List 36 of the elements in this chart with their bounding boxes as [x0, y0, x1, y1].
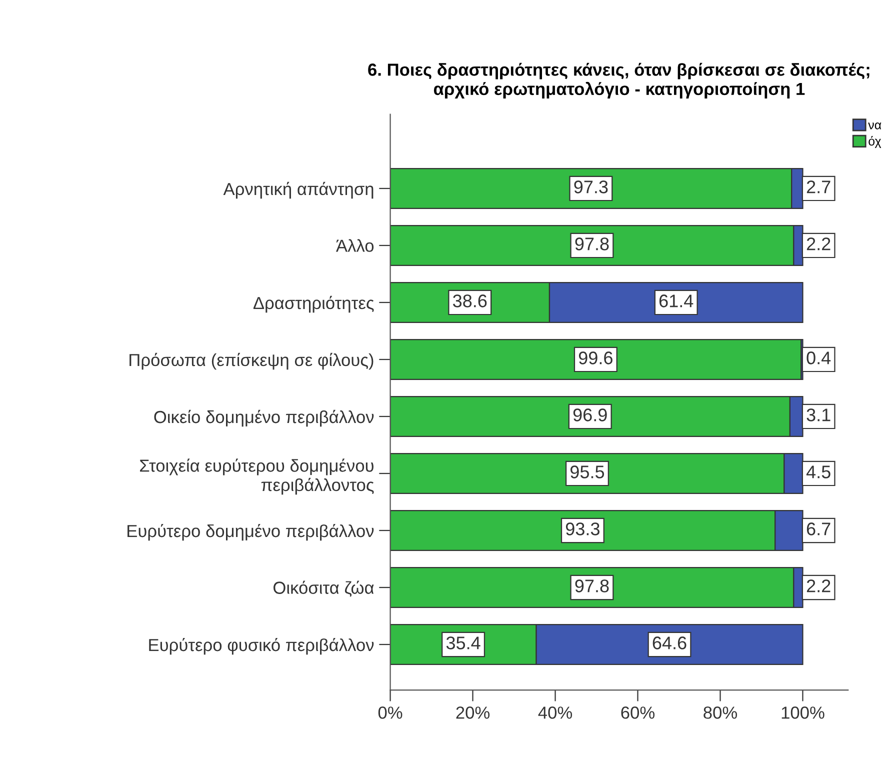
- y-tick-label: Άλλο: [336, 239, 374, 252]
- chart-title: 6. Ποιες δραστηριότητες κάνεις, όταν βρίσκεσαι σε διακοπές; αρχικό ερωτηματολόγιο - κατηγοριοποίηση 1: [368, 62, 870, 99]
- data-label: 35.4: [446, 636, 480, 650]
- y-tick-label: Ευρύτερο φυσικό περιβάλλον: [149, 638, 374, 655]
- x-tick-label: 0%: [378, 706, 402, 719]
- data-label: 96.9: [573, 408, 607, 422]
- legend-label: όχ: [868, 136, 882, 148]
- data-label: 2.2: [806, 238, 830, 250]
- y-tick-label: Ευρύτερο δομημένο περιβάλλον: [128, 524, 374, 541]
- y-tick-label: Πρόσωπα (επίσκεψη σε φίλους): [130, 352, 374, 370]
- data-label: 99.6: [578, 352, 612, 364]
- data-label: 3.1: [806, 408, 830, 422]
- y-tick-label: Στοιχεία ευρύτερου δομημένου περιβάλλοντος: [140, 458, 374, 495]
- y-tick-label: Οικόσιτα ζώα: [274, 580, 374, 597]
- x-tick-label: 20%: [456, 706, 490, 719]
- data-label: 38.6: [452, 294, 487, 308]
- x-tick-label: 100%: [782, 706, 824, 719]
- data-label: 97.3: [574, 180, 608, 194]
- data-label: 2.7: [806, 180, 830, 194]
- data-label: 0.4: [806, 352, 831, 364]
- data-label: 97.8: [575, 238, 609, 250]
- data-label: 93.3: [566, 522, 600, 536]
- data-label: 64.6: [652, 636, 686, 650]
- data-label: 2.2: [806, 580, 830, 592]
- data-label: 95.5: [570, 466, 604, 478]
- data-label: 61.4: [659, 294, 694, 308]
- data-label: 4.5: [806, 466, 830, 478]
- x-tick-label: 60%: [621, 706, 655, 719]
- y-tick-label: Αρνητική απάντηση: [223, 182, 374, 199]
- x-tick-label: 40%: [538, 706, 572, 719]
- x-tick-label: 80%: [704, 706, 737, 719]
- y-tick-label: Οικείο δομημένο περιβάλλον: [154, 410, 374, 427]
- y-tick-label: Δραστηριότητες: [253, 296, 374, 313]
- data-label: 97.8: [575, 580, 609, 592]
- legend-label: να: [868, 122, 882, 130]
- data-label: 6.7: [806, 522, 830, 536]
